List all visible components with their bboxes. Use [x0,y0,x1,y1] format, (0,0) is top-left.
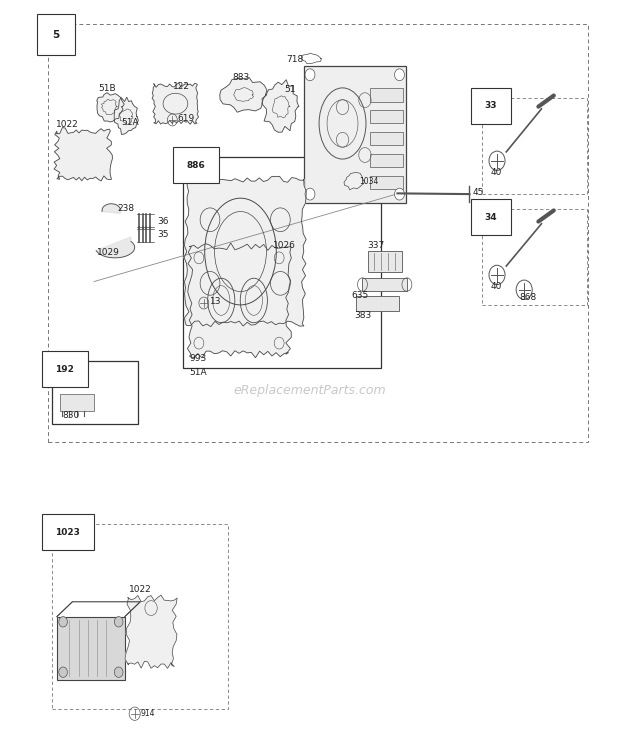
Polygon shape [96,237,135,258]
Polygon shape [152,83,198,124]
Bar [370,88,402,101]
Text: 122: 122 [173,82,190,91]
Bar [57,617,125,679]
Polygon shape [102,204,120,214]
Text: 1023: 1023 [55,527,80,536]
Bar [52,524,228,709]
Ellipse shape [394,188,404,200]
Ellipse shape [59,617,68,627]
Polygon shape [187,243,291,358]
Bar [482,97,587,194]
Text: 51A: 51A [190,368,207,377]
Ellipse shape [114,617,123,627]
Text: 34: 34 [485,213,497,222]
Ellipse shape [59,667,68,677]
Text: 192: 192 [55,365,74,373]
Ellipse shape [305,69,315,80]
Text: 7: 7 [215,173,220,182]
Text: 36: 36 [157,217,169,226]
Bar [482,209,587,305]
Text: 40: 40 [491,168,502,177]
Bar [370,132,402,145]
Text: 619: 619 [177,114,195,123]
Polygon shape [54,127,112,181]
Bar [368,251,402,272]
Text: 635: 635 [352,291,369,300]
Text: 886: 886 [187,161,205,170]
Text: 914: 914 [140,709,155,718]
Polygon shape [184,176,306,327]
Text: 238: 238 [117,205,135,214]
Text: 993: 993 [190,354,207,363]
Text: 868: 868 [520,293,537,302]
Text: 33: 33 [485,101,497,110]
Text: 1022: 1022 [128,586,151,594]
Text: 718: 718 [286,55,304,65]
Text: 1026: 1026 [273,241,296,250]
Bar [356,296,399,311]
Text: 1029: 1029 [97,248,120,257]
Text: 40: 40 [491,282,502,291]
Text: 45: 45 [472,188,484,197]
Polygon shape [114,97,138,135]
Text: 51A: 51A [121,118,139,126]
Bar [370,110,402,124]
Bar [52,361,138,424]
Text: 1034: 1034 [360,177,379,186]
Text: eReplacementParts.com: eReplacementParts.com [234,384,386,397]
Bar [48,24,588,443]
Bar [370,153,402,167]
Bar [304,66,405,203]
Ellipse shape [305,188,315,200]
Bar [60,394,94,411]
Ellipse shape [394,69,404,80]
Polygon shape [344,173,365,190]
Text: 51B: 51B [99,84,116,93]
Polygon shape [262,80,299,132]
Text: 1022: 1022 [56,120,79,129]
Text: 51: 51 [284,85,296,94]
Ellipse shape [114,667,123,677]
Polygon shape [219,77,267,112]
Bar [370,176,402,189]
Bar [363,278,407,291]
Text: 13: 13 [210,297,221,306]
Text: 383: 383 [355,311,371,320]
Text: 830: 830 [62,411,79,420]
Text: 883: 883 [233,73,250,82]
Polygon shape [125,595,177,668]
Bar [184,157,381,368]
Text: 5: 5 [53,30,60,39]
Text: 35: 35 [157,230,169,239]
Polygon shape [97,93,124,122]
Text: 337: 337 [368,242,384,251]
